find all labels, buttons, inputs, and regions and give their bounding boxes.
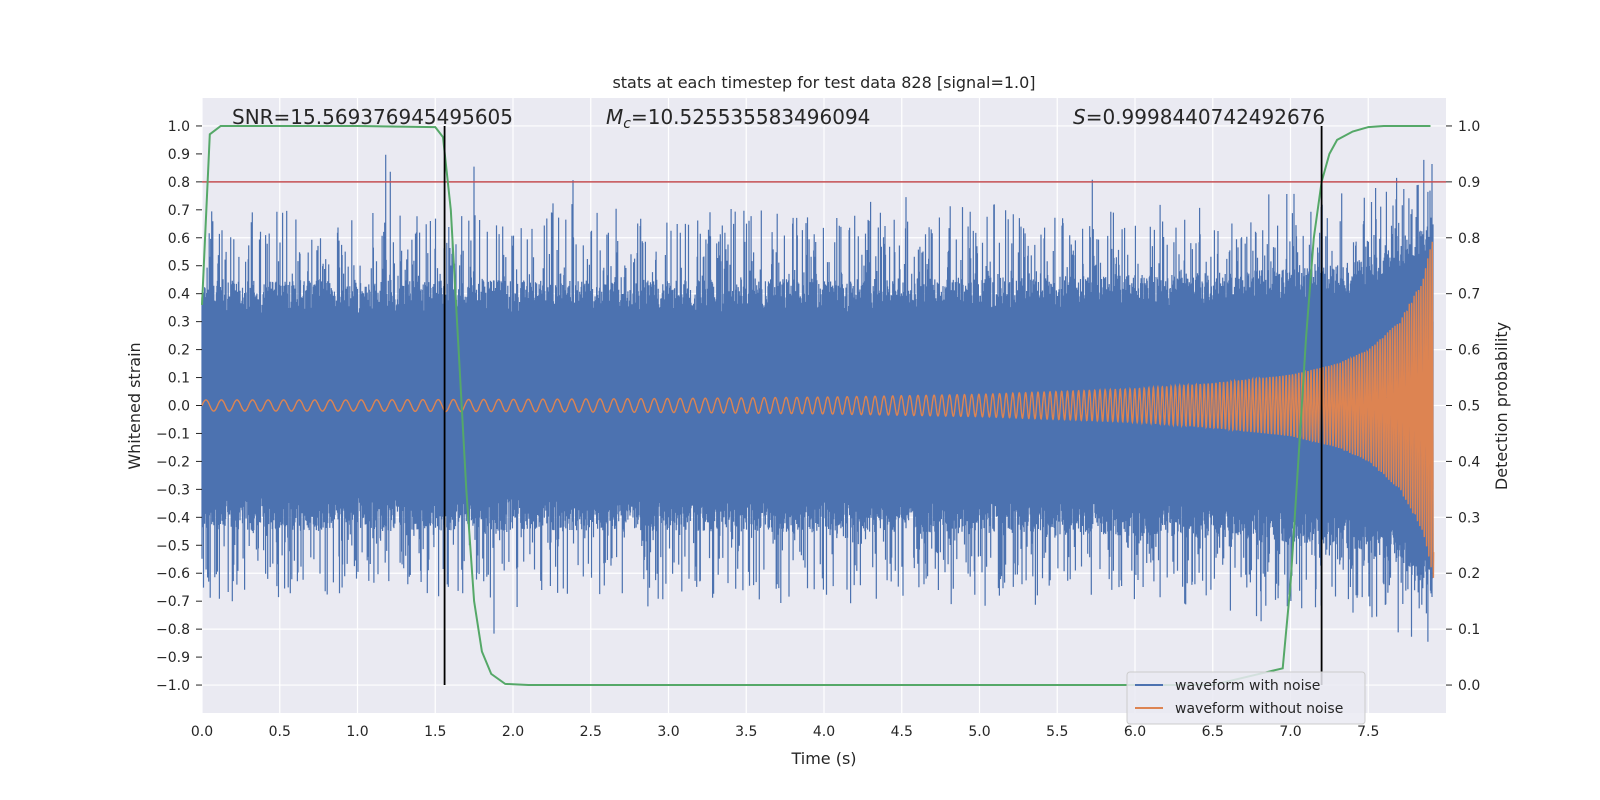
y-tick-label: −0.1 bbox=[156, 426, 190, 442]
vertical-lines bbox=[443, 125, 1323, 686]
y-tick-label: 0.6 bbox=[168, 231, 190, 247]
y2-tick-label: 0.1 bbox=[1458, 622, 1480, 638]
y2-tick-label: 0.2 bbox=[1458, 566, 1480, 582]
y2-tick-label: 0.8 bbox=[1458, 231, 1480, 247]
y-tick-label: −0.7 bbox=[156, 594, 190, 610]
y-tick-label: −0.6 bbox=[156, 566, 190, 582]
y-tick-label: −1.0 bbox=[156, 678, 190, 694]
y2-tick-label: 0.5 bbox=[1458, 399, 1480, 415]
score-annotation: S=0.9998440742492676 bbox=[1073, 105, 1325, 129]
y2-tick-label: 1.0 bbox=[1458, 119, 1480, 135]
y-tick-label: 0.0 bbox=[168, 399, 190, 415]
series-waveform-without-noise bbox=[201, 241, 1435, 578]
y-tick-label: 0.3 bbox=[168, 315, 190, 331]
y-tick-label: 0.5 bbox=[168, 259, 190, 275]
legend-box bbox=[1126, 671, 1366, 725]
x-tick-label: 0.5 bbox=[269, 724, 291, 740]
y2-tick-label: 0.7 bbox=[1458, 287, 1480, 303]
y-tick-label: 1.0 bbox=[168, 119, 190, 135]
y-tick-label: −0.9 bbox=[156, 650, 190, 666]
y2-axis-label: Detection probability bbox=[1492, 322, 1511, 490]
x-axis-label: Time (s) bbox=[790, 749, 856, 768]
x-tick-label: 2.0 bbox=[502, 724, 524, 740]
y-tick-label: 0.7 bbox=[168, 203, 190, 219]
legend: waveform with noise waveform without noi… bbox=[1126, 671, 1366, 725]
x-tick-label: 7.0 bbox=[1279, 724, 1301, 740]
legend-label-clean: waveform without noise bbox=[1175, 701, 1343, 717]
x-tick-label: 1.5 bbox=[424, 724, 446, 740]
y-tick-label: −0.4 bbox=[156, 510, 190, 526]
x-tick-label: 4.5 bbox=[891, 724, 913, 740]
y2-tick-labels: 0.0 0.1 0.2 0.3 0.4 0.5 0.6 0.7 0.8 0.9 1.0 bbox=[1446, 119, 1480, 694]
probability-trace bbox=[201, 125, 1431, 686]
x-tick-label: 4.0 bbox=[813, 724, 835, 740]
x-tick-label: 5.5 bbox=[1046, 724, 1068, 740]
y-tick-label: 0.1 bbox=[168, 371, 190, 387]
y2-tick-label: 0.3 bbox=[1458, 510, 1480, 526]
chart-title: stats at each timestep for test data 828… bbox=[612, 73, 1035, 92]
x-tick-label: 5.0 bbox=[968, 724, 990, 740]
y-tick-label: −0.5 bbox=[156, 538, 190, 554]
x-tick-label: 7.5 bbox=[1357, 724, 1379, 740]
chirp-mass-value: =10.525535583496094 bbox=[631, 105, 870, 129]
y-tick-label: 0.9 bbox=[168, 147, 190, 163]
y-tick-label: −0.3 bbox=[156, 482, 190, 498]
x-tick-label: 1.0 bbox=[346, 724, 368, 740]
x-tick-label: 6.0 bbox=[1124, 724, 1146, 740]
y-tick-label: −0.2 bbox=[156, 454, 190, 470]
y-tick-label: 0.2 bbox=[168, 343, 190, 359]
chirp-mass-annotation: Mc=10.525535583496094 bbox=[606, 105, 870, 132]
y2-tick-label: 0.0 bbox=[1458, 678, 1480, 694]
x-tick-label: 2.5 bbox=[580, 724, 602, 740]
chirp-mass-symbol: M bbox=[606, 105, 623, 129]
score-value: =0.9998440742492676 bbox=[1086, 105, 1325, 129]
x-tick-label: 3.5 bbox=[735, 724, 757, 740]
clean-trace bbox=[201, 241, 1435, 578]
chirp-mass-subscript: c bbox=[623, 116, 631, 132]
x-tick-label: 0.0 bbox=[191, 724, 213, 740]
legend-label-noise: waveform with noise bbox=[1175, 678, 1320, 694]
y-tick-label: 0.4 bbox=[168, 287, 190, 303]
x-tick-labels: 0.0 0.5 1.0 1.5 2.0 2.5 3.0 3.5 4.0 4.5 5.0 5.5 6.0 6… bbox=[191, 724, 1380, 740]
x-tick-label: 6.5 bbox=[1202, 724, 1224, 740]
score-symbol: S bbox=[1073, 105, 1086, 129]
y-tick-label: 0.8 bbox=[168, 175, 190, 191]
y2-tick-label: 0.6 bbox=[1458, 343, 1480, 359]
y-axis-label: Whitened strain bbox=[125, 342, 144, 469]
snr-annotation: SNR=15.569376945495605 bbox=[232, 105, 513, 129]
y-tick-labels: −1.0 −0.9 −0.8 −0.7 −0.6 −0.5 −0.4 −0.3 −0.2 −0.1… bbox=[156, 119, 202, 694]
y2-tick-label: 0.4 bbox=[1458, 454, 1480, 470]
y2-tick-label: 0.9 bbox=[1458, 175, 1480, 191]
series-detection-probability bbox=[201, 125, 1431, 686]
y-tick-label: −0.8 bbox=[156, 622, 190, 638]
x-tick-label: 3.0 bbox=[657, 724, 679, 740]
